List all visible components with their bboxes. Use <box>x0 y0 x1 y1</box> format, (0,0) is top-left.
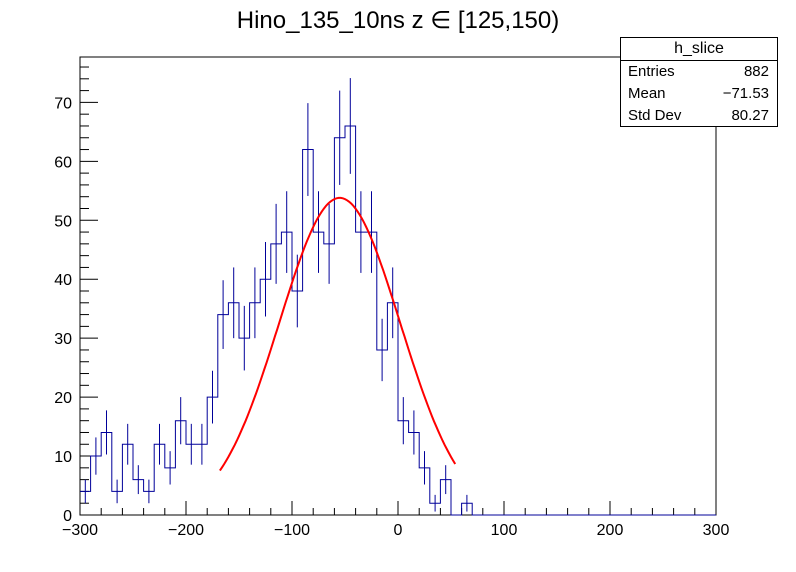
x-tick-label: 100 <box>491 522 518 539</box>
chart-title: Hino_135_10ns z ∈ [125,150) <box>236 7 560 34</box>
histogram-line <box>80 125 716 516</box>
x-tick-label: 200 <box>597 522 624 539</box>
stats-label-mean: Mean <box>628 85 666 102</box>
stats-value-stddev: 80.27 <box>731 107 769 124</box>
stats-row-mean: Mean −71.53 <box>621 83 777 105</box>
y-tick-label: 30 <box>54 331 72 348</box>
y-tick-label: 60 <box>54 154 72 171</box>
y-tick-label: 40 <box>54 272 72 289</box>
stats-box-name: h_slice <box>621 38 777 61</box>
gaussian-fit-curve <box>219 196 457 472</box>
stats-label-entries: Entries <box>628 63 675 80</box>
stats-row-stddev: Std Dev 80.27 <box>621 105 777 127</box>
stats-box: h_slice Entries 882 Mean −71.53 Std Dev … <box>620 37 778 127</box>
error-bars <box>84 78 468 512</box>
x-tick-label: −200 <box>168 522 204 539</box>
y-tick-label: 20 <box>54 390 72 407</box>
stats-value-mean: −71.53 <box>722 85 769 102</box>
y-tick-label: 70 <box>54 95 72 112</box>
y-tick-label: 0 <box>63 508 72 525</box>
y-tick-label: 10 <box>54 449 72 466</box>
stats-label-stddev: Std Dev <box>628 107 682 124</box>
x-tick-label: −100 <box>274 522 310 539</box>
axes: −300 −200 −100 0 100 200 300 0 10 20 30 40 50 60 70 <box>54 66 730 539</box>
x-tick-label: 0 <box>394 522 403 539</box>
stats-row-entries: Entries 882 <box>621 61 777 83</box>
x-tick-label: −300 <box>62 522 98 539</box>
stats-value-entries: 882 <box>743 63 769 80</box>
x-tick-label: 300 <box>703 522 730 539</box>
y-tick-label: 50 <box>54 213 72 230</box>
